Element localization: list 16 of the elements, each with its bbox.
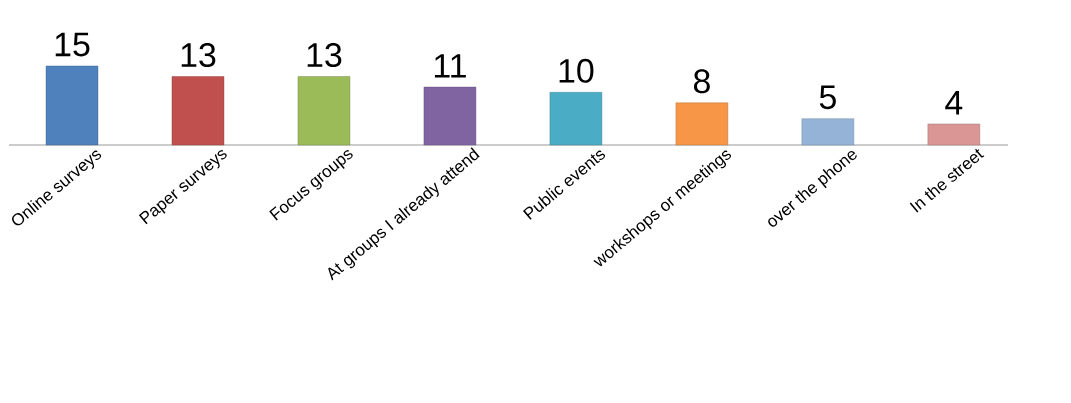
data-label: 15 xyxy=(55,32,90,57)
data-label: 13 xyxy=(307,43,342,67)
data-label: 8 xyxy=(693,69,710,94)
bar xyxy=(45,65,99,146)
bar xyxy=(423,86,477,146)
data-label: 5 xyxy=(819,85,836,110)
data-label: 10 xyxy=(559,58,594,83)
data-label: 4 xyxy=(945,91,963,115)
bar xyxy=(675,102,729,146)
bar xyxy=(549,92,603,146)
bar xyxy=(297,76,351,146)
data-label: 13 xyxy=(181,43,216,67)
data-label: 11 xyxy=(434,54,466,78)
bar xyxy=(927,123,981,146)
bar xyxy=(171,76,225,146)
bar xyxy=(801,118,855,146)
